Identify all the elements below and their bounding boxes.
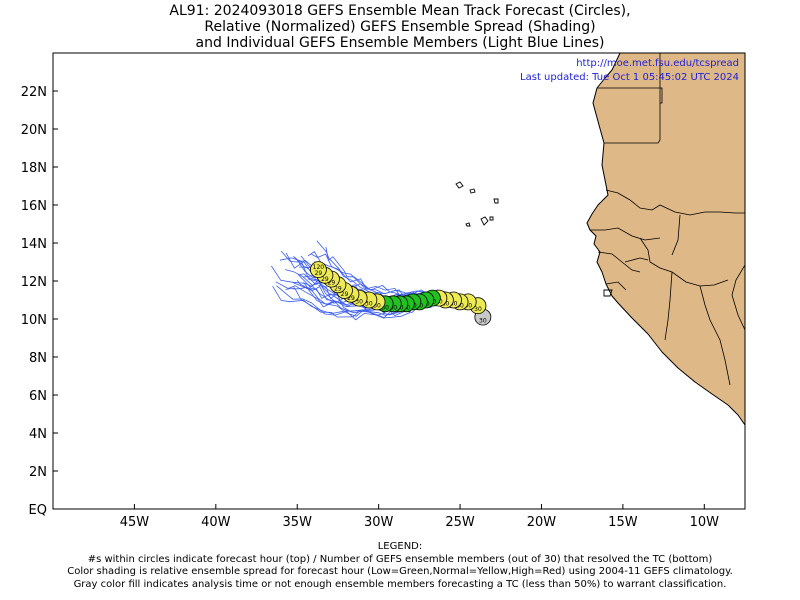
- lon-tick-label: 40W: [201, 515, 231, 530]
- member-count-label: 30: [373, 302, 381, 309]
- country-borders: [590, 53, 745, 386]
- legend-line-3: Gray color fill indicates analysis time …: [73, 578, 727, 590]
- lat-tick-label: 20N: [21, 123, 47, 138]
- lat-tick-label: 18N: [21, 161, 47, 176]
- lon-tick-label: 15W: [608, 515, 638, 530]
- legend-line-1: #s within circles indicate forecast hour…: [87, 553, 713, 565]
- lat-tick-label: 4N: [29, 427, 47, 442]
- member-count-label: 30: [479, 318, 487, 325]
- legend-line-2: Color shading is relative ensemble sprea…: [67, 566, 733, 577]
- member-count-label: 30: [381, 304, 389, 311]
- member-count-label: 29: [341, 291, 349, 298]
- member-count-label: 30: [355, 299, 363, 306]
- member-count-label: 29: [334, 285, 342, 292]
- member-count-label: 30: [442, 301, 450, 308]
- title-line-3: and Individual GEFS Ensemble Members (Li…: [195, 35, 605, 51]
- lat-tick-label: EQ: [29, 503, 47, 518]
- title-line-2: Relative (Normalized) GEFS Ensemble Spre…: [204, 19, 596, 35]
- lon-tick-label: 35W: [283, 515, 313, 530]
- lat-tick-label: 10N: [21, 313, 47, 328]
- legend-heading: LEGEND:: [377, 541, 423, 552]
- member-count-label: 30: [456, 302, 464, 309]
- lat-tick-label: 2N: [29, 465, 47, 480]
- member-count-label: 29: [315, 270, 323, 277]
- member-count-label: 30: [474, 306, 482, 313]
- ensemble-mean-track: 3030303030303030303030303030303030302929…: [310, 261, 492, 326]
- lat-tick-label: 16N: [21, 199, 47, 214]
- plot-area: 3030303030303030303030303030303030302929…: [53, 53, 745, 509]
- lon-tick-label: 10W: [690, 515, 720, 530]
- lon-tick-label: 25W: [445, 515, 475, 530]
- last-updated: Last updated: Tue Oct 1 05:45:02 UTC 202…: [520, 72, 739, 83]
- member-count-label: 30: [389, 304, 397, 311]
- member-count-label: 30: [450, 301, 458, 308]
- source-url[interactable]: http://moe.met.fsu.edu/tcspread: [576, 58, 739, 69]
- member-count-label: 30: [365, 301, 373, 308]
- latitude-axis: EQ 2N 4N 6N 8N 10N 12N 14N 16N 18N 20N 22N: [21, 85, 58, 518]
- cape-verde-islands: [455, 181, 613, 297]
- lon-tick-label: 45W: [120, 515, 150, 530]
- forecast-hour-label: 120: [313, 264, 325, 271]
- lon-tick-label: 20W: [527, 515, 557, 530]
- lat-tick-label: 14N: [21, 237, 47, 252]
- longitude-axis: 45W 40W 35W 30W 25W 20W 15W 10W: [120, 504, 719, 530]
- forecast-circle: [310, 261, 327, 279]
- lat-tick-label: 22N: [21, 85, 47, 100]
- member-count-label: 29: [321, 276, 329, 283]
- member-count-label: 29: [328, 280, 336, 287]
- member-count-label: 29: [347, 295, 355, 302]
- lat-tick-label: 12N: [21, 275, 47, 290]
- chart-title: AL91: 2024093018 GEFS Ensemble Mean Trac…: [0, 3, 800, 51]
- lon-tick-label: 30W: [364, 515, 394, 530]
- africa-landmass: [586, 53, 745, 426]
- lat-tick-label: 8N: [29, 351, 47, 366]
- legend: LEGEND: #s within circles indicate forec…: [0, 541, 800, 591]
- lat-tick-label: 6N: [29, 389, 47, 404]
- member-count-label: 30: [464, 302, 472, 309]
- title-line-1: AL91: 2024093018 GEFS Ensemble Mean Trac…: [169, 3, 631, 19]
